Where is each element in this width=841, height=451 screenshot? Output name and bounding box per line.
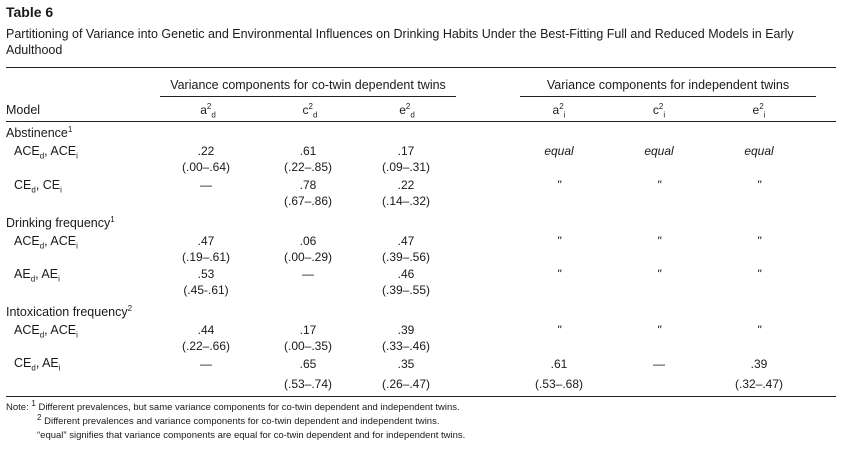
group-header-dependent: Variance components for co-twin dependen… (170, 78, 446, 92)
header-rule (6, 121, 836, 122)
cell-c2i: — (653, 357, 665, 371)
cell-e2d-ci: (.26–.47) (381, 377, 431, 391)
model-label: ACEd, ACEi (14, 323, 78, 340)
col-header-a2i: a2i (552, 102, 566, 120)
cell-c2i: " (656, 178, 662, 192)
table-note-3: “equal” signifies that variance componen… (37, 430, 466, 441)
cell-c2d: .61 (299, 144, 317, 158)
cell-e2d: .47 (397, 234, 415, 248)
cell-c2d: .06 (299, 234, 317, 248)
cell-e2d: .46 (397, 267, 415, 281)
cell-c2i: " (656, 323, 662, 337)
cell-c2d: .17 (299, 323, 317, 337)
group-rule-independent (520, 96, 816, 97)
cell-e2d-ci: (.14–.32) (381, 194, 431, 208)
cell-e2i: " (756, 234, 762, 248)
table-note-1: Note: 1 Different prevalences, but same … (6, 398, 460, 413)
group-header-independent: Variance components for independent twin… (546, 78, 790, 92)
model-label: ACEd, ACEi (14, 144, 78, 161)
cell-a2d: — (200, 178, 212, 192)
cell-c2d: — (302, 267, 314, 281)
cell-e2d: .39 (397, 323, 415, 337)
cell-e2d-ci: (.09–.31) (381, 160, 431, 174)
table-caption: Partitioning of Variance into Genetic an… (6, 27, 794, 57)
cell-a2d: .53 (197, 267, 215, 281)
cell-e2d: .35 (397, 357, 415, 371)
section-title-abstinence: Abstinence1 (6, 124, 73, 140)
cell-e2d-ci: (.39–.56) (381, 250, 431, 264)
cell-a2d: .22 (197, 144, 215, 158)
cell-a2d: .44 (197, 323, 215, 337)
cell-e2i: " (756, 178, 762, 192)
col-header-c2d: c2d (302, 102, 318, 120)
cell-e2i-ci: (.32–.47) (734, 377, 784, 391)
group-rule-dependent (160, 96, 456, 97)
cell-a2d-ci: (.45-.61) (183, 283, 229, 297)
cell-a2d-ci: (.22–.66) (181, 339, 231, 353)
cell-c2d-ci: (.22–.85) (283, 160, 333, 174)
cell-a2i: " (556, 234, 562, 248)
cell-a2i-ci: (.53–.68) (534, 377, 584, 391)
cell-e2i: " (756, 323, 762, 337)
cell-e2i: " (756, 267, 762, 281)
cell-c2i: equal (644, 144, 674, 158)
model-label: CEd, CEi (14, 178, 62, 195)
cell-a2i: equal (544, 144, 574, 158)
cell-a2d: — (200, 357, 212, 371)
cell-c2d: .78 (299, 178, 317, 192)
cell-a2d-ci: (.00–.64) (181, 160, 231, 174)
cell-e2i: .39 (750, 357, 768, 371)
cell-a2i: " (556, 323, 562, 337)
model-label: ACEd, ACEi (14, 234, 78, 251)
table-note-2: 2 Different prevalences and variance com… (37, 412, 440, 427)
section-title-drinking-frequency: Drinking frequency1 (6, 214, 115, 230)
top-rule (6, 67, 836, 68)
model-label: CEd, AEi (14, 356, 61, 373)
table-label: Table 6 (6, 4, 54, 20)
cell-a2d-ci: (.19–.61) (181, 250, 231, 264)
cell-a2i: " (556, 178, 562, 192)
section-title-intoxication-frequency: Intoxication frequency2 (6, 303, 133, 319)
col-header-e2i: e2i (752, 102, 766, 120)
cell-a2i: " (556, 267, 562, 281)
cell-c2d-ci: (.67–.86) (283, 194, 333, 208)
cell-a2d: .47 (197, 234, 215, 248)
cell-c2d-ci: (.53–.74) (283, 377, 333, 391)
col-header-a2d: a2d (200, 102, 216, 120)
cell-e2d: .17 (397, 144, 415, 158)
cell-c2d: .65 (299, 357, 317, 371)
cell-e2d-ci: (.39–.55) (381, 283, 431, 297)
model-header: Model (6, 103, 41, 117)
cell-e2d-ci: (.33–.46) (381, 339, 431, 353)
cell-c2i: " (656, 234, 662, 248)
cell-e2d: .22 (397, 178, 415, 192)
cell-c2d-ci: (.00–.29) (283, 250, 333, 264)
cell-c2d-ci: (.00–.35) (283, 339, 333, 353)
model-label: AEd, AEi (14, 267, 60, 284)
bottom-rule (6, 396, 836, 397)
cell-a2i: .61 (550, 357, 568, 371)
cell-c2i: " (656, 267, 662, 281)
col-header-c2i: c2i (652, 102, 666, 120)
col-header-e2d: e2d (399, 102, 415, 120)
cell-e2i: equal (744, 144, 774, 158)
